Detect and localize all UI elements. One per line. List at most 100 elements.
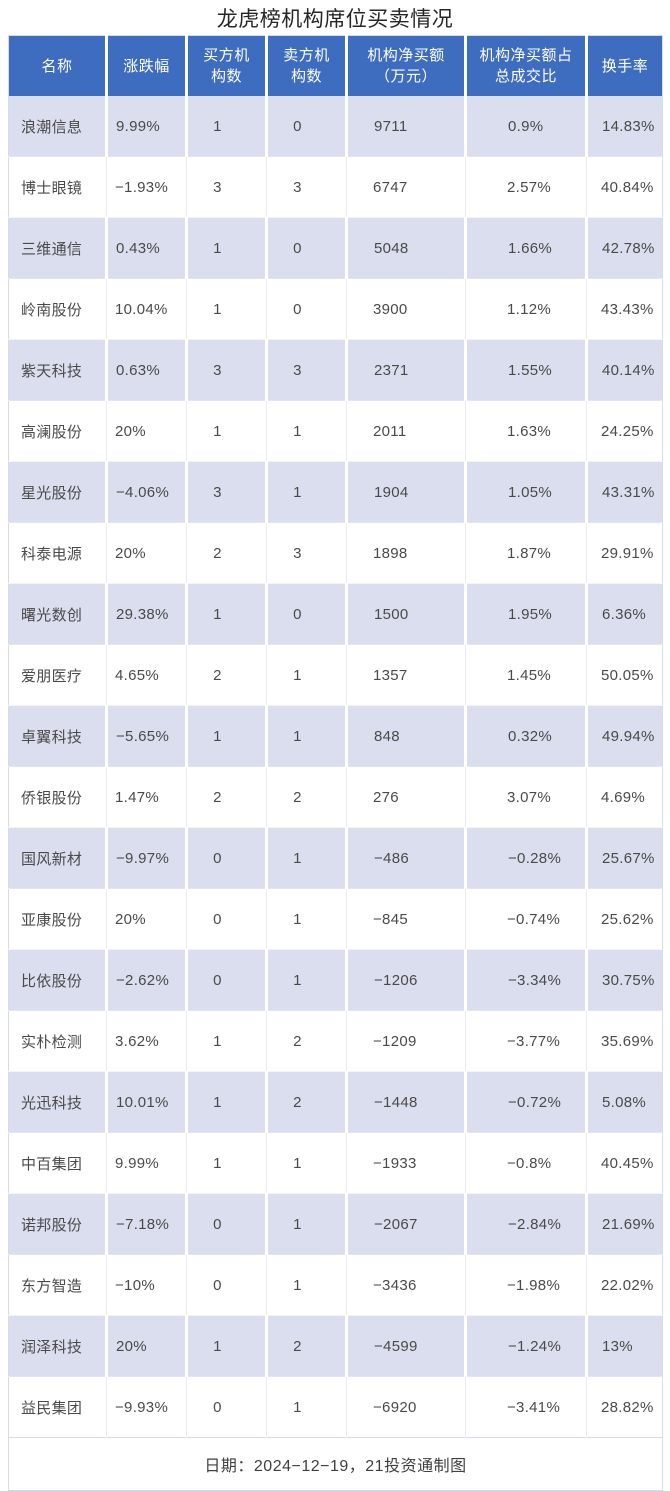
table-row: 博士眼镜 −1.93% 3 3 6747 2.57% 40.84% [8, 156, 663, 218]
table-row: 东方智造 −10% 0 1 −3436 −1.98% 22.02% [8, 1254, 663, 1316]
cell-buy-inst-count: 0 [186, 1193, 268, 1255]
cell-net-buy-amount: −6920 [346, 1376, 466, 1438]
cell-name: 紫天科技 [8, 339, 108, 401]
cell-turnover-rate: 24.25% [586, 400, 663, 462]
table-footer-row: 日期：2024−12−19，21投资通制图 [8, 1437, 663, 1491]
cell-net-buy-ratio: −3.77% [465, 1010, 587, 1072]
lhb-table: 名称 涨跌幅 买方机 构数 卖方机 构数 机构净买额 （万元） 机构净买额占 总成交比 换手… [8, 35, 663, 1491]
cell-change-pct: −5.65% [106, 705, 188, 767]
cell-net-buy-amount: 1357 [346, 644, 466, 706]
cell-buy-inst-count: 1 [186, 705, 268, 767]
cell-net-buy-amount: −845 [346, 888, 466, 950]
cell-change-pct: −10% [106, 1254, 187, 1316]
table-row: 侨银股份 1.47% 2 2 276 3.07% 4.69% [8, 766, 663, 828]
cell-turnover-rate: 13% [586, 1315, 663, 1377]
cell-net-buy-amount: −2067 [346, 1193, 467, 1255]
cell-net-buy-amount: −1209 [346, 1010, 466, 1072]
table-row: 三维通信 0.43% 1 0 5048 1.66% 42.78% [8, 217, 663, 279]
cell-name: 科泰电源 [8, 522, 107, 584]
table-row: 浪潮信息 9.99% 1 0 9711 0.9% 14.83% [8, 96, 663, 157]
cell-net-buy-ratio: −0.72% [465, 1071, 588, 1133]
cell-sell-inst-count: 1 [266, 949, 348, 1011]
cell-net-buy-amount: 1500 [346, 583, 467, 645]
cell-change-pct: −1.93% [106, 156, 187, 218]
cell-name: 实朴检测 [8, 1010, 107, 1072]
table-row: 星光股份 −4.06% 3 1 1904 1.05% 43.31% [8, 461, 663, 523]
cell-name: 润泽科技 [8, 1315, 108, 1377]
cell-net-buy-amount: −3436 [346, 1254, 466, 1316]
cell-name: 东方智造 [8, 1254, 107, 1316]
cell-net-buy-ratio: 1.45% [465, 644, 587, 706]
cell-buy-inst-count: 0 [186, 827, 268, 889]
cell-change-pct: 10.04% [106, 278, 187, 340]
cell-change-pct: −2.62% [106, 949, 188, 1011]
cell-change-pct: 0.63% [106, 339, 188, 401]
cell-net-buy-ratio: −0.8% [465, 1132, 587, 1194]
cell-turnover-rate: 28.82% [586, 1376, 663, 1438]
cell-name: 岭南股份 [8, 278, 107, 340]
cell-net-buy-amount: −1206 [346, 949, 467, 1011]
cell-change-pct: 3.62% [106, 1010, 187, 1072]
cell-sell-inst-count: 1 [266, 1193, 348, 1255]
cell-sell-inst-count: 1 [266, 1132, 347, 1194]
cell-buy-inst-count: 1 [186, 278, 267, 340]
cell-buy-inst-count: 1 [186, 1315, 268, 1377]
table-row: 卓翼科技 −5.65% 1 1 848 0.32% 49.94% [8, 705, 663, 767]
cell-buy-inst-count: 1 [186, 400, 267, 462]
cell-sell-inst-count: 0 [266, 278, 347, 340]
cell-name: 曙光数创 [8, 583, 108, 645]
cell-net-buy-amount: −1448 [346, 1071, 467, 1133]
table-row: 岭南股份 10.04% 1 0 3900 1.12% 43.43% [8, 278, 663, 340]
cell-turnover-rate: 40.14% [586, 339, 663, 401]
cell-net-buy-ratio: −3.34% [465, 949, 588, 1011]
cell-sell-inst-count: 3 [266, 522, 347, 584]
cell-net-buy-ratio: 1.05% [465, 461, 588, 523]
col-header-sell-inst-count: 卖方机 构数 [266, 35, 348, 96]
cell-net-buy-amount: −1933 [346, 1132, 466, 1194]
cell-name: 国风新材 [8, 827, 108, 889]
cell-turnover-rate: 40.45% [586, 1132, 663, 1194]
cell-name: 比依股份 [8, 949, 108, 1011]
table-row: 比依股份 −2.62% 0 1 −1206 −3.34% 30.75% [8, 949, 663, 1011]
cell-turnover-rate: 29.91% [586, 522, 663, 584]
cell-turnover-rate: 49.94% [586, 705, 663, 767]
cell-net-buy-amount: 2011 [346, 400, 466, 462]
cell-net-buy-amount: 9711 [346, 96, 467, 157]
table-row: 紫天科技 0.63% 3 3 2371 1.55% 40.14% [8, 339, 663, 401]
table-row: 润泽科技 20% 1 2 −4599 −1.24% 13% [8, 1315, 663, 1377]
cell-net-buy-ratio: −0.28% [465, 827, 588, 889]
cell-turnover-rate: 4.69% [586, 766, 663, 828]
cell-sell-inst-count: 1 [266, 827, 348, 889]
cell-turnover-rate: 42.78% [586, 217, 663, 279]
cell-change-pct: −7.18% [106, 1193, 188, 1255]
cell-net-buy-amount: 6747 [346, 156, 466, 218]
cell-net-buy-amount: −4599 [346, 1315, 467, 1377]
cell-buy-inst-count: 1 [186, 217, 268, 279]
cell-change-pct: 20% [106, 400, 187, 462]
cell-name: 三维通信 [8, 217, 108, 279]
cell-name: 卓翼科技 [8, 705, 108, 767]
cell-turnover-rate: 35.69% [586, 1010, 663, 1072]
cell-sell-inst-count: 1 [266, 644, 347, 706]
table-row: 益民集团 −9.93% 0 1 −6920 −3.41% 28.82% [8, 1376, 663, 1438]
cell-change-pct: 9.99% [106, 1132, 187, 1194]
cell-sell-inst-count: 2 [266, 1010, 347, 1072]
page-title: 龙虎榜机构席位买卖情况 [216, 8, 454, 31]
cell-change-pct: 0.43% [106, 217, 188, 279]
cell-net-buy-amount: −486 [346, 827, 467, 889]
cell-sell-inst-count: 1 [266, 888, 347, 950]
cell-net-buy-ratio: 1.63% [465, 400, 587, 462]
table-row: 曙光数创 29.38% 1 0 1500 1.95% 6.36% [8, 583, 663, 645]
cell-buy-inst-count: 1 [186, 1132, 267, 1194]
cell-change-pct: 9.99% [106, 96, 188, 157]
cell-net-buy-amount: 3900 [346, 278, 466, 340]
col-header-net-buy-ratio: 机构净买额占 总成交比 [465, 35, 588, 96]
cell-sell-inst-count: 1 [266, 461, 348, 523]
cell-name: 博士眼镜 [8, 156, 107, 218]
cell-sell-inst-count: 0 [266, 96, 348, 157]
cell-sell-inst-count: 0 [266, 217, 348, 279]
cell-sell-inst-count: 2 [266, 1071, 348, 1133]
cell-turnover-rate: 30.75% [586, 949, 663, 1011]
cell-net-buy-ratio: 0.9% [465, 96, 588, 157]
cell-change-pct: −9.93% [106, 1376, 187, 1438]
